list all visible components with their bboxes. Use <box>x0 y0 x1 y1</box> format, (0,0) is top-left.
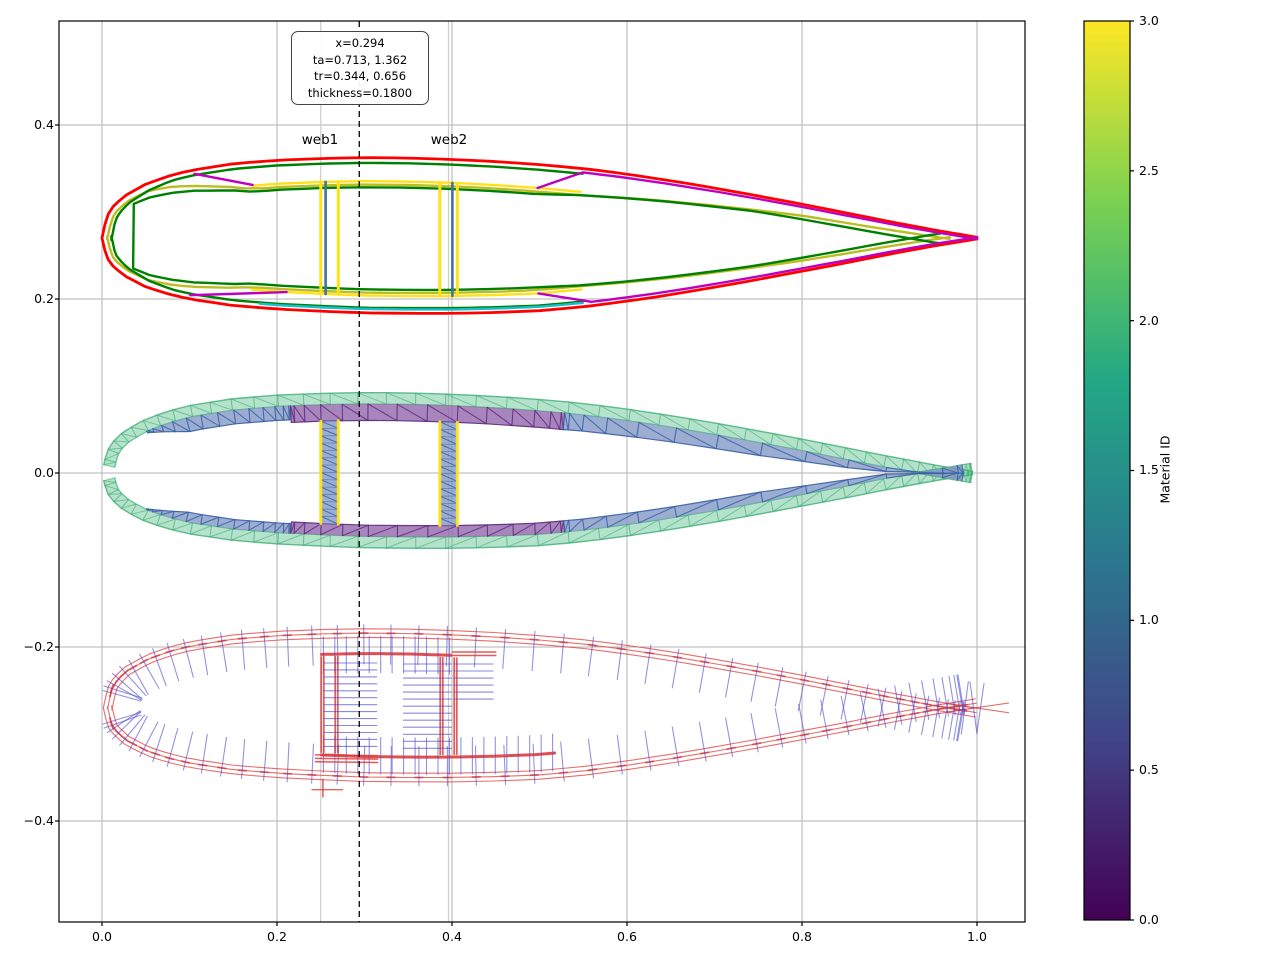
annotation-line: tr=0.344, 0.656 <box>313 69 407 83</box>
y-tick-label: −0.4 <box>23 813 54 828</box>
web1-label: web1 <box>301 132 339 148</box>
web-guide-lines <box>320 21 450 922</box>
colorbar-tick-label: 1.0 <box>1139 612 1159 627</box>
axes-spines-ticks <box>55 20 1026 926</box>
mesh-view <box>103 392 974 549</box>
x-tick-label: 0.4 <box>442 929 462 944</box>
colorbar <box>1083 20 1134 921</box>
colorbar-tick-label: 1.5 <box>1139 462 1159 477</box>
colorbar-tick-label: 2.5 <box>1139 163 1159 178</box>
colorbar-tick-label: 3.0 <box>1139 13 1159 28</box>
annotation-box: x=0.294 ta=0.713, 1.362 tr=0.344, 0.656 … <box>291 31 429 105</box>
annotation-line: thickness=0.1800 <box>307 85 413 100</box>
web2-label: web2 <box>430 132 468 148</box>
y-tick-label: 0.2 <box>34 291 54 306</box>
x-tick-label: 1.0 <box>967 929 987 944</box>
x-tick-label: 0.0 <box>92 929 112 944</box>
annotation-line: x=0.294 <box>335 36 385 50</box>
layup-view <box>100 156 979 315</box>
y-tick-label: 0.0 <box>34 465 54 480</box>
annotation-line: ta=0.713, 1.362 <box>312 52 408 67</box>
y-tick-label: −0.2 <box>23 639 54 654</box>
colorbar-tick-label: 0.5 <box>1139 762 1159 777</box>
x-tick-label: 0.2 <box>267 929 287 944</box>
colorbar-tick-label: 2.0 <box>1139 313 1159 328</box>
orientation-view <box>102 624 1010 798</box>
grid-layer <box>59 21 1025 922</box>
x-tick-label: 0.6 <box>617 929 637 944</box>
x-tick-label: 0.8 <box>792 929 812 944</box>
y-tick-label: 0.4 <box>34 117 54 132</box>
colorbar-tick-label: 0.0 <box>1139 912 1159 927</box>
colorbar-label: Material ID <box>1157 435 1173 504</box>
